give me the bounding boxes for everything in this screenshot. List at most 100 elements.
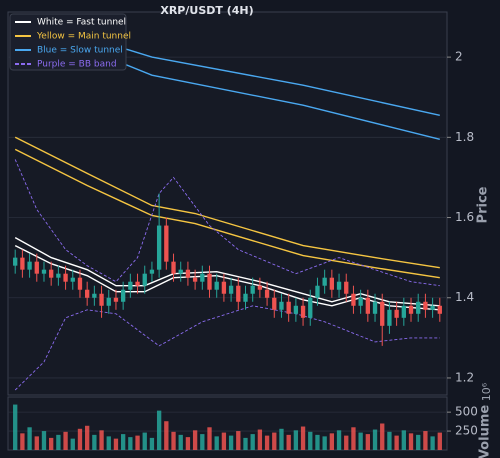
volume-bar <box>13 404 18 450</box>
candle-body <box>344 281 349 294</box>
volume-multiplier: 10⁶ <box>480 382 493 401</box>
volume-bar <box>430 436 435 450</box>
volume-bar <box>70 438 75 450</box>
volume-bar <box>156 410 162 450</box>
candle-body <box>243 293 248 302</box>
candle-body <box>279 301 284 310</box>
volume-bar <box>365 434 370 450</box>
candle-body <box>394 309 399 318</box>
volume-bar <box>380 423 385 450</box>
y-tick-label: 2 <box>455 50 463 64</box>
volume-bar <box>322 436 327 450</box>
volume-bar <box>293 430 299 450</box>
chart-title: XRP/USDT (4H) <box>160 4 253 17</box>
volume-bar <box>394 435 399 450</box>
volume-bar <box>106 436 111 450</box>
candle-body <box>236 285 241 302</box>
volume-bar <box>34 436 39 450</box>
candle-body <box>257 285 263 290</box>
volume-bar <box>77 428 83 450</box>
volume-bar <box>401 430 406 450</box>
candle-body <box>416 301 421 314</box>
volume-bar <box>308 431 313 450</box>
candle-body <box>27 261 32 270</box>
volume-tick-label: 250 <box>455 424 478 438</box>
volume-bar <box>200 434 205 450</box>
price-panel <box>7 11 448 396</box>
candle-body <box>156 225 162 270</box>
candle-body <box>85 289 90 298</box>
legend-label: Blue = Slow tunnel <box>37 46 123 56</box>
volume-bar <box>408 433 414 450</box>
candle-body <box>99 293 104 306</box>
candle-body <box>264 289 270 298</box>
volume-bar <box>257 429 263 450</box>
candle-body <box>351 293 356 306</box>
candle-body <box>171 261 176 274</box>
volume-bar <box>56 434 61 450</box>
volume-bar <box>20 433 25 450</box>
volume-bar <box>27 427 32 450</box>
legend-label: White = Fast tunnel <box>37 18 126 28</box>
legend-box <box>9 13 127 71</box>
y-axis-label: Price <box>476 186 491 223</box>
volume-bar <box>243 437 248 450</box>
volume-bar <box>128 437 133 450</box>
candles <box>13 193 442 450</box>
candle-body <box>250 285 255 294</box>
candle-body <box>49 269 54 278</box>
volume-bar <box>120 434 126 450</box>
volume-bar <box>99 430 104 450</box>
candle-body <box>358 297 363 306</box>
tunnel-line <box>14 148 440 279</box>
volume-bar <box>49 437 54 450</box>
candle-body <box>41 269 47 274</box>
legend-label: Purple = BB band <box>37 60 117 70</box>
volume-bar <box>336 430 342 450</box>
volume-bar <box>416 434 421 450</box>
volume-bar <box>135 435 140 450</box>
y-tick-label: 1.4 <box>455 290 474 304</box>
volume-bar <box>149 437 155 450</box>
volume-bar <box>236 431 241 450</box>
volume-bar <box>387 431 392 450</box>
y-tick-label: 1.8 <box>455 130 474 144</box>
volume-bar <box>142 432 147 450</box>
y-tick-label: 1.2 <box>455 370 474 384</box>
candle-body <box>380 301 385 326</box>
candle-body <box>128 281 133 290</box>
candle-body <box>56 273 61 278</box>
volume-bar <box>41 431 47 450</box>
candle-body <box>286 301 291 314</box>
candle-body <box>315 285 320 298</box>
volume-bar <box>214 436 219 450</box>
candle-body <box>113 297 119 302</box>
volume-bar <box>329 433 335 450</box>
candle-body <box>77 277 83 290</box>
legend-label: Yellow = Main tunnel <box>36 32 131 42</box>
volume-bar <box>358 432 363 450</box>
volume-bar <box>113 438 119 450</box>
legend: White = Fast tunnel Yellow = Main tunnel B… <box>9 13 131 71</box>
candle-body <box>372 301 378 314</box>
volume-bar <box>171 431 176 450</box>
candle-body <box>200 273 205 282</box>
candle-body <box>20 257 25 270</box>
volume-bar <box>372 429 378 450</box>
tunnel-line <box>14 305 440 391</box>
candle-body <box>365 297 370 314</box>
candle-body <box>13 257 18 266</box>
candle-body <box>272 297 277 310</box>
volume-bar <box>63 431 68 450</box>
candle-body <box>437 305 442 314</box>
candle-body <box>430 305 435 310</box>
candle-body <box>178 269 183 274</box>
candle-body <box>401 305 406 318</box>
candle-body <box>207 273 212 290</box>
volume-bar <box>250 434 255 450</box>
volume-bar <box>423 431 428 450</box>
candle-body <box>308 297 313 318</box>
volume-bar <box>300 426 306 450</box>
volume-bar <box>272 432 277 450</box>
